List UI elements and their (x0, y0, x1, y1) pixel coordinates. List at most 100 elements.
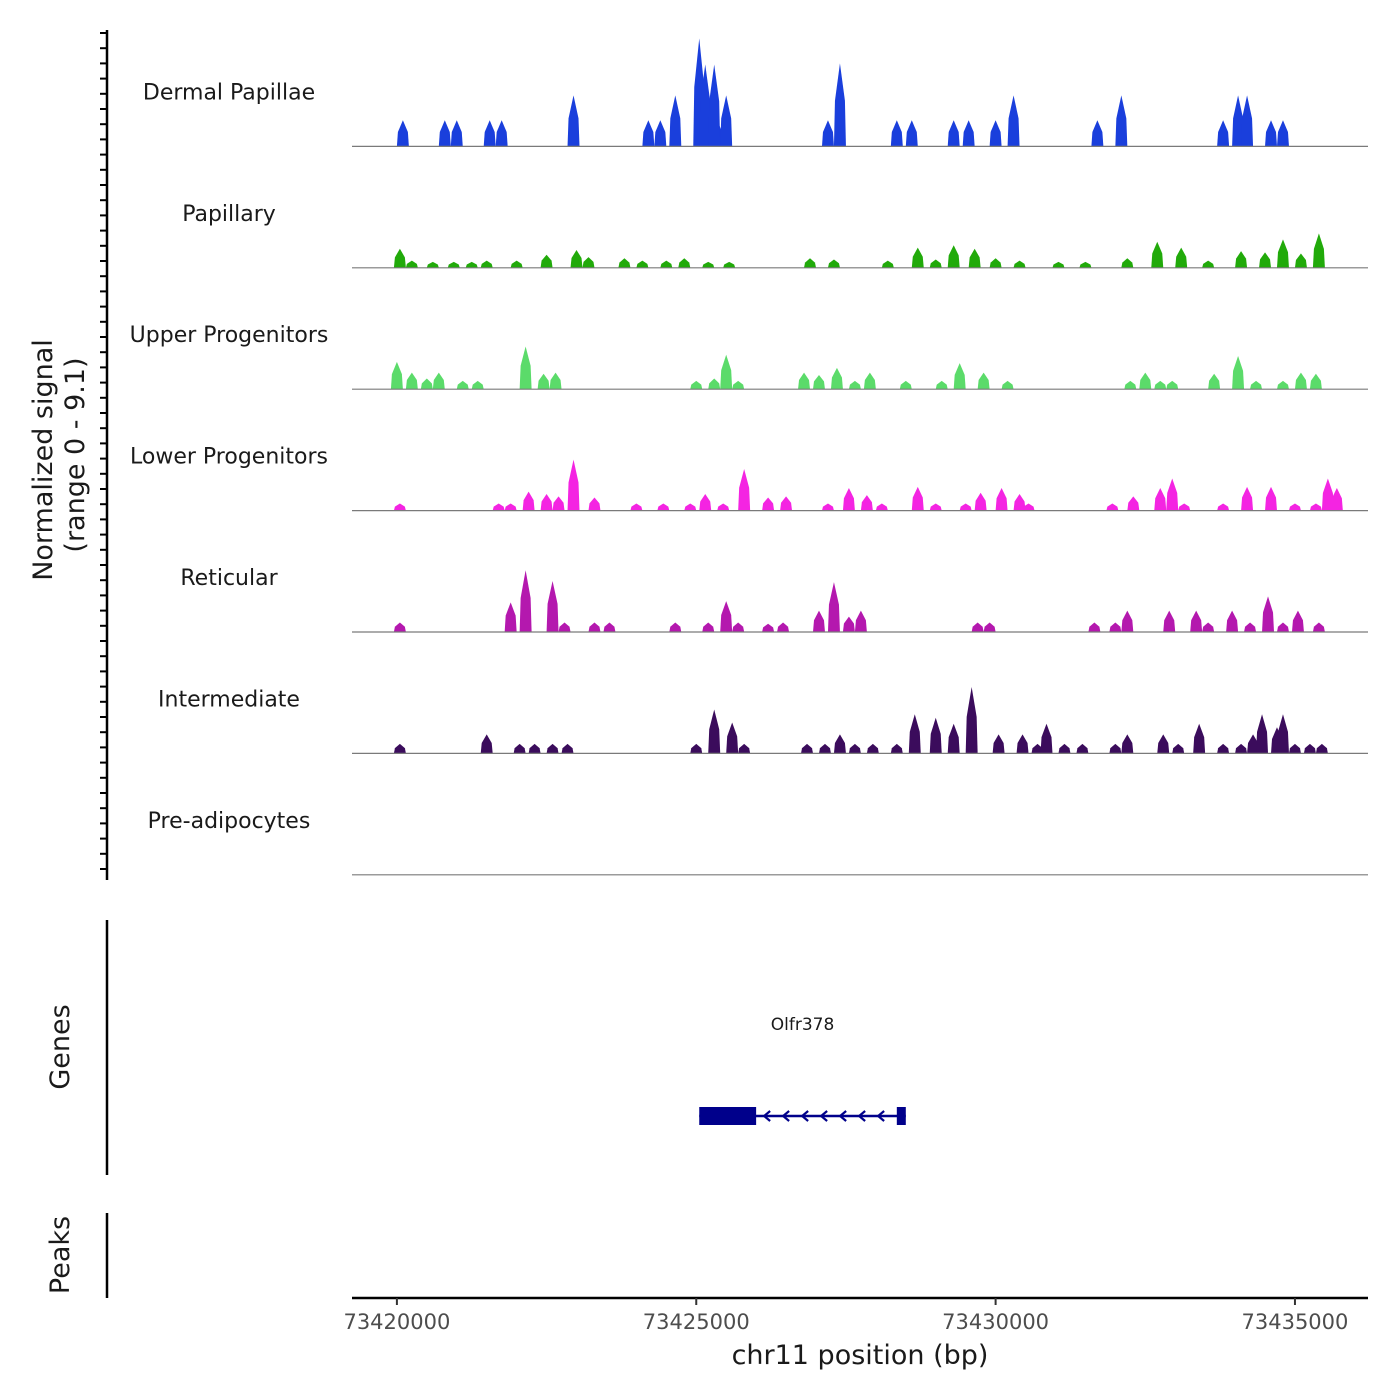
signal-peak (504, 503, 517, 511)
signal-peak (1321, 478, 1334, 511)
signal-peak (1022, 503, 1035, 511)
signal-peak (1166, 380, 1179, 390)
signal-peak (899, 380, 912, 390)
signal-peak (1121, 734, 1134, 754)
signal-peak (947, 120, 960, 147)
genes-track-label: Genes (45, 1004, 76, 1089)
signal-peak (1276, 380, 1289, 390)
signal-peak (935, 380, 948, 390)
signal-peak (660, 260, 673, 268)
gene-exon (896, 1107, 906, 1125)
signal-peak (1241, 486, 1254, 511)
signal-peak (813, 610, 825, 632)
signal-peak (1262, 596, 1275, 632)
signal-peak (669, 95, 682, 147)
signal-peak (1294, 372, 1307, 390)
signal-peak (842, 488, 855, 511)
signal-peak (1259, 252, 1272, 268)
signal-peak (684, 503, 697, 511)
x-axis: 73420000 73425000 73430000 73435000 chr11 p… (343, 1296, 1368, 1371)
signal-peak (723, 261, 736, 268)
signal-peak (1175, 247, 1188, 268)
signal-peak (1235, 251, 1248, 268)
signal-peak (690, 380, 703, 390)
signal-peak (1256, 714, 1269, 754)
signal-peak (510, 260, 523, 268)
signal-peak (669, 622, 682, 632)
track-dermal-papillae: Dermal Papillae (143, 38, 1368, 147)
signal-peak (905, 120, 918, 147)
signal-peak (393, 503, 406, 511)
x-tick-label: 73420000 (343, 1310, 450, 1334)
signal-peak (1109, 743, 1122, 754)
signal-peak (654, 120, 667, 147)
x-ticks: 73420000 73425000 73430000 73435000 (343, 1298, 1348, 1334)
signal-peak (504, 602, 517, 632)
track-label: Lower Progenitors (130, 445, 328, 470)
signal-peak (890, 743, 903, 754)
signal-peak (618, 258, 631, 268)
signal-peak (1121, 610, 1134, 632)
signal-peak (962, 120, 975, 147)
signal-peak (396, 120, 409, 147)
signal-peak (762, 497, 775, 511)
signal-peak (393, 743, 406, 754)
signal-peak (989, 258, 1002, 268)
signal-peak (738, 469, 751, 511)
signal-peak (582, 257, 595, 268)
signal-peak (1115, 95, 1128, 147)
signal-peak (995, 488, 1008, 511)
peaks-track-label: Peaks (45, 1216, 76, 1294)
signal-peak (1217, 503, 1230, 511)
signal-peak (690, 743, 703, 754)
strand-arrow (800, 1110, 809, 1122)
signal-peak (702, 261, 715, 268)
signal-peak (890, 120, 903, 147)
signal-peak (522, 491, 535, 511)
signal-peak (1031, 743, 1044, 754)
signal-peak (588, 622, 601, 632)
signal-peak (699, 493, 712, 511)
coverage-y-ticks (100, 32, 107, 870)
signal-peak (1178, 503, 1191, 511)
strand-arrow (819, 1110, 828, 1122)
signal-peak (992, 734, 1005, 754)
strand-arrow (876, 1110, 885, 1122)
signal-peak (813, 374, 825, 390)
signal-peak (1058, 743, 1071, 754)
signal-peak (1217, 743, 1230, 754)
signal-peak (447, 261, 460, 268)
signal-peak (642, 120, 655, 147)
track-label: Pre-adipocytes (148, 809, 311, 834)
track-reticular: Reticular (180, 566, 1368, 633)
signal-peak (405, 260, 418, 268)
signal-peak (1244, 622, 1257, 632)
signal-peak (432, 372, 445, 390)
signal-peak (1276, 622, 1289, 632)
signal-peak (848, 380, 861, 390)
signal-peak (1312, 233, 1325, 268)
signal-peak (702, 622, 715, 632)
signal-peak (732, 622, 745, 632)
signal-peak (1250, 380, 1263, 390)
signal-peak (1265, 486, 1277, 511)
signal-peak (881, 260, 894, 268)
signal-peak (1294, 253, 1307, 268)
signal-peak (1166, 478, 1179, 511)
signal-peak (657, 503, 670, 511)
signal-peak (1109, 622, 1122, 632)
peaks-track: Peaks (45, 1213, 109, 1298)
signal-peak (1088, 622, 1101, 632)
signal-peak (561, 743, 574, 754)
strand-arrow (781, 1110, 790, 1122)
signal-peak (1163, 610, 1176, 632)
signal-peak (405, 372, 418, 390)
track-label: Intermediate (158, 687, 300, 712)
signal-peak (804, 258, 816, 268)
signal-peak (1315, 743, 1328, 754)
signal-peak (1232, 355, 1245, 390)
signal-peak (1276, 714, 1289, 754)
signal-peak (818, 743, 831, 754)
signal-peak (1154, 488, 1167, 511)
gene-name: Olfr378 (771, 1015, 835, 1035)
